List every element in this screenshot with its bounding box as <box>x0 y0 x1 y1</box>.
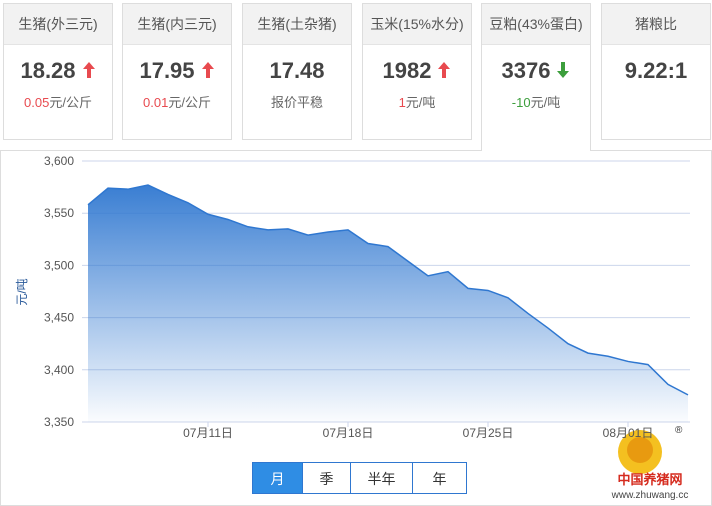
change-unit: 元/吨 <box>405 95 436 110</box>
x-tick-label: 07月11日 <box>183 426 233 440</box>
area <box>88 185 688 422</box>
y-tick-label: 3,500 <box>44 258 74 272</box>
x-tick-label: 08月01日 <box>603 426 654 440</box>
card-title: 生猪(土杂猪) <box>243 4 351 45</box>
card-value: 3376 <box>482 58 590 84</box>
x-tick-label: 07月18日 <box>323 426 374 440</box>
logo-url: www.zhuwang.cc <box>611 490 689 501</box>
logo-mark: ® <box>675 425 683 436</box>
value-text: 3376 <box>501 58 551 83</box>
line <box>87 184 689 396</box>
range-button[interactable]: 年 <box>412 462 467 494</box>
card: 豆粕(43%蛋白) 3376 -10元/吨 <box>481 3 591 151</box>
change-unit: 元/公斤 <box>168 95 211 110</box>
y-tick-label: 3,600 <box>44 154 74 168</box>
card-value: 9.22:1 <box>602 58 710 84</box>
range-button[interactable]: 半年 <box>350 462 413 494</box>
change-unit: 元/吨 <box>530 95 561 110</box>
trend-arrow <box>557 62 570 78</box>
card-title: 生猪(内三元) <box>123 4 231 45</box>
value-text: 18.28 <box>20 58 76 83</box>
card-change: 0.05元/公斤 <box>4 92 112 111</box>
trend-arrow <box>438 62 451 78</box>
logo-name: 中国养猪网 <box>617 472 682 487</box>
card: 玉米(15%水分) 1982 1元/吨 <box>362 3 472 140</box>
trend-arrow <box>82 62 95 78</box>
value-text: 17.95 <box>139 58 195 83</box>
change-value: 1 <box>398 95 406 110</box>
range-button[interactable]: 季 <box>302 462 351 494</box>
card-title: 猪粮比 <box>602 4 710 45</box>
card-value: 17.95 <box>123 58 231 84</box>
card-change: -10元/吨 <box>482 92 590 111</box>
change-value: 0.05 <box>24 95 50 110</box>
card-title: 玉米(15%水分) <box>363 4 471 45</box>
range-button[interactable]: 月 <box>252 462 303 494</box>
card-title: 豆粕(43%蛋白) <box>482 4 590 45</box>
card: 生猪(外三元) 18.28 0.05元/公斤 <box>3 3 113 140</box>
x-tick-label: 07月25日 <box>463 426 514 440</box>
y-axis-label: 元/吨 <box>15 278 29 305</box>
y-tick-label: 3,400 <box>44 363 74 377</box>
card-title: 生猪(外三元) <box>4 4 112 45</box>
card-note: 报价平稳 <box>270 95 323 110</box>
card-change: 1元/吨 <box>363 92 471 111</box>
card-value: 1982 <box>363 58 471 84</box>
card: 生猪(土杂猪) 17.48 报价平稳 <box>242 3 352 140</box>
card: 生猪(内三元) 17.95 0.01元/公斤 <box>122 3 232 140</box>
logo-face <box>627 437 653 463</box>
value-text: 1982 <box>382 58 432 83</box>
y-tick-label: 3,350 <box>44 415 74 429</box>
trend-arrow <box>201 62 214 78</box>
y-tick-label: 3,550 <box>44 206 74 220</box>
y-tick-label: 3,450 <box>44 311 74 325</box>
card-change: 0.01元/公斤 <box>123 92 231 111</box>
change-value: -10 <box>511 95 531 110</box>
value-text: 17.48 <box>269 58 325 83</box>
value-text: 9.22:1 <box>624 58 688 83</box>
card-value: 18.28 <box>4 58 112 84</box>
change-unit: 元/公斤 <box>49 95 92 110</box>
change-value: 0.01 <box>143 95 169 110</box>
card-value: 17.48 <box>243 58 351 84</box>
card: 猪粮比 9.22:1 <box>601 3 711 140</box>
